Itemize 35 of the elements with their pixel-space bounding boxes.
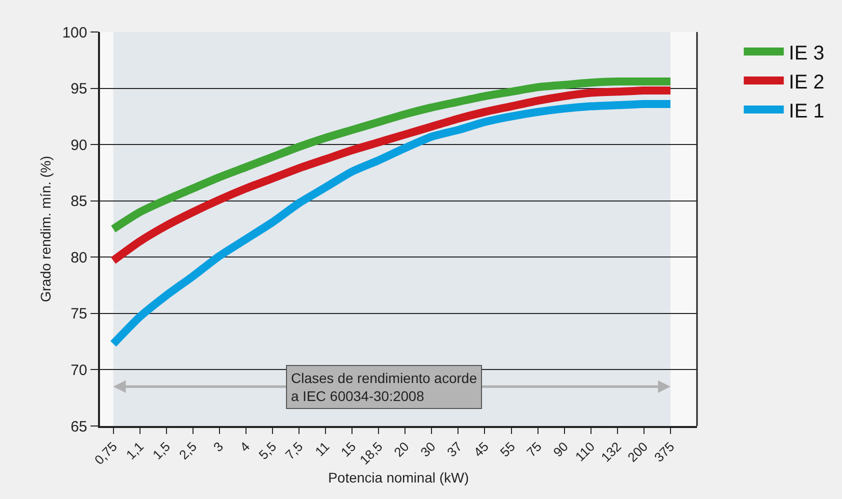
x-tick-label: 4 [236,438,253,455]
x-tick-label: 1,1 [123,438,147,462]
x-tick-label: 15 [338,438,359,460]
y-tick-label: 65 [70,418,88,436]
x-tick-label: 37 [444,438,465,460]
x-tick-label: 375 [651,438,678,465]
x-tick-label: 90 [550,438,572,460]
x-tick-label: 11 [312,438,332,460]
x-tick-label: 200 [624,438,651,465]
x-tick-label: 5,5 [256,438,280,462]
x-tick-label: 2,5 [176,438,200,462]
x-tick-label: 7,5 [282,438,306,462]
x-tick-label: 30 [418,438,438,460]
legend-label: IE 3 [788,42,824,64]
x-tick-label: 45 [470,438,492,460]
annotation: Clases de rendimiento acorde a IEC 60034-30:2008 [291,370,478,404]
y-tick-label: 90 [70,136,88,154]
x-tick-label: 20 [391,438,412,460]
x-tick-label: 132 [598,438,624,465]
x-tick-label: 3 [210,438,226,455]
y-tick-label: 100 [62,24,88,42]
x-tick-label: 55 [497,438,518,460]
legend-label: IE 1 [788,100,824,122]
y-tick-label: 85 [70,193,88,210]
y-axis-title: Grado rendim. mín. (%) [37,156,54,302]
y-tick-label: 80 [70,249,88,266]
y-tick-label: 95 [70,80,88,98]
x-tick-label: 75 [524,438,545,460]
y-tick-label: 75 [70,306,88,323]
legend-label: IE 2 [788,71,824,94]
x-tick-label: 0,75 [91,438,120,468]
y-tick-label: 70 [70,362,88,379]
x-tick-label: 110 [572,438,598,464]
x-axis-title: Potencia nominal (kW) [328,469,469,486]
x-tick-label: 1,5 [150,438,174,462]
